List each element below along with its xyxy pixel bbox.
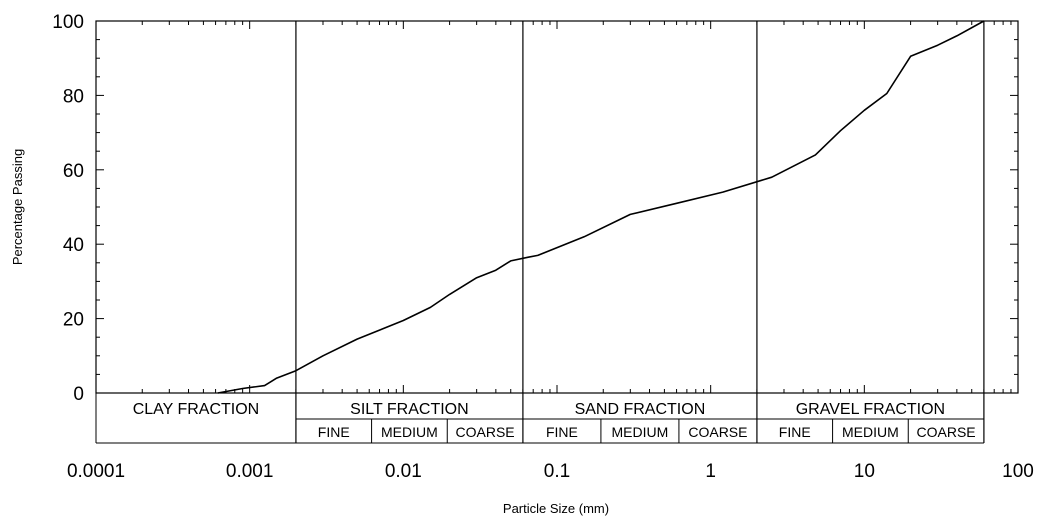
subfraction-label: FINE	[318, 424, 350, 440]
fraction-label: SILT FRACTION	[350, 401, 469, 418]
x-tick-label: 0.1	[544, 461, 570, 482]
x-tick-label: 0.01	[385, 461, 422, 482]
subfraction-label: FINE	[546, 424, 578, 440]
subfraction-label: MEDIUM	[381, 424, 438, 440]
fraction-label: SAND FRACTION	[575, 401, 706, 418]
fraction-label: GRAVEL FRACTION	[796, 401, 945, 418]
y-axis-ticks: 0 20 40 60 80 100	[52, 12, 1018, 405]
y-tick-label: 60	[63, 161, 84, 182]
y-axis-label: Percentage Passing	[10, 149, 25, 265]
x-tick-label: 1	[705, 461, 716, 482]
subfraction-label: MEDIUM	[612, 424, 669, 440]
subfraction-label: FINE	[779, 424, 811, 440]
subfraction-label: MEDIUM	[842, 424, 899, 440]
y-tick-label: 40	[63, 235, 84, 256]
x-axis-ticks: 0.0001 0.001 0.01 0.1 1 10 100	[67, 21, 1034, 482]
y-tick-label: 0	[73, 384, 84, 405]
x-tick-label: 10	[854, 461, 875, 482]
grading-curve	[217, 20, 985, 394]
y-tick-label: 100	[52, 12, 84, 33]
x-tick-label: 0.0001	[67, 461, 125, 482]
fraction-boundaries	[295, 21, 985, 443]
subfraction-label: COARSE	[688, 424, 747, 440]
y-tick-label: 20	[63, 310, 84, 331]
subfraction-label: COARSE	[456, 424, 515, 440]
plot-area-border	[95, 20, 1019, 394]
x-tick-label: 0.001	[226, 461, 274, 482]
data-series	[217, 20, 985, 394]
x-tick-label: 100	[1002, 461, 1034, 482]
x-axis-label: Particle Size (mm)	[503, 501, 609, 516]
y-tick-label: 80	[63, 86, 84, 107]
subfraction-label: COARSE	[917, 424, 976, 440]
fraction-label: CLAY FRACTION	[133, 401, 260, 418]
plot-frame	[95, 20, 1019, 394]
